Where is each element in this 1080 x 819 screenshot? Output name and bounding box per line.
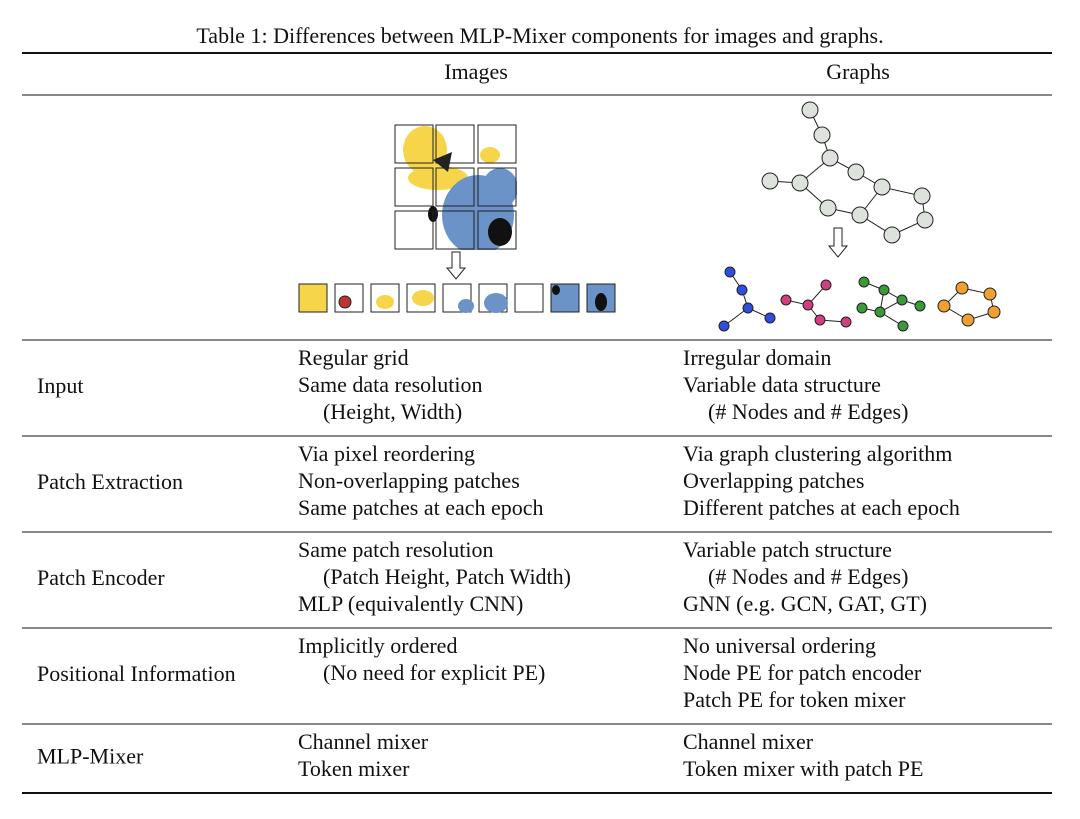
- cell-line: Different patches at each epoch: [683, 495, 960, 520]
- row-label: Patch Encoder: [37, 565, 165, 590]
- cell-line: Implicitly ordered: [298, 633, 457, 658]
- cell-line: (# Nodes and # Edges): [708, 399, 908, 424]
- cell-line: Via graph clustering algorithm: [683, 441, 952, 466]
- row-label: Input: [37, 373, 83, 398]
- cell-line: Variable patch structure: [683, 537, 892, 562]
- cell-line: Channel mixer: [683, 729, 814, 754]
- row-label: Positional Information: [37, 661, 236, 686]
- row-label: Patch Extraction: [37, 469, 183, 494]
- caption: Table 1: Differences between MLP-Mixer c…: [196, 23, 883, 48]
- cell-line: Token mixer: [298, 756, 410, 781]
- cell-line: Patch PE for token mixer: [683, 687, 906, 712]
- cell-line: Non-overlapping patches: [298, 468, 520, 493]
- cell-line: Same patch resolution: [298, 537, 494, 562]
- cell-line: Same data resolution: [298, 372, 483, 397]
- cell-line: (Height, Width): [323, 399, 462, 424]
- cell-line: GNN (e.g. GCN, GAT, GT): [683, 591, 927, 616]
- cell-line: (# Nodes and # Edges): [708, 564, 908, 589]
- graph-illustration: [718, 101, 1001, 332]
- column-header: Images: [444, 59, 508, 84]
- column-header: Graphs: [826, 59, 890, 84]
- image-illustration: [298, 124, 616, 313]
- cell-line: Same patches at each epoch: [298, 495, 544, 520]
- cell-line: Regular grid: [298, 345, 409, 370]
- cell-line: MLP (equivalently CNN): [298, 591, 523, 616]
- cell-line: Irregular domain: [683, 345, 831, 370]
- cell-line: Overlapping patches: [683, 468, 864, 493]
- cell-line: Token mixer with patch PE: [683, 756, 923, 781]
- cell-line: Channel mixer: [298, 729, 429, 754]
- cell-line: No universal ordering: [683, 633, 876, 658]
- cell-line: Variable data structure: [683, 372, 881, 397]
- cell-line: Via pixel reordering: [298, 441, 475, 466]
- cell-line: (Patch Height, Patch Width): [323, 564, 571, 589]
- cell-line: (No need for explicit PE): [323, 660, 545, 685]
- cell-line: Node PE for patch encoder: [683, 660, 922, 685]
- row-label: MLP-Mixer: [37, 744, 144, 769]
